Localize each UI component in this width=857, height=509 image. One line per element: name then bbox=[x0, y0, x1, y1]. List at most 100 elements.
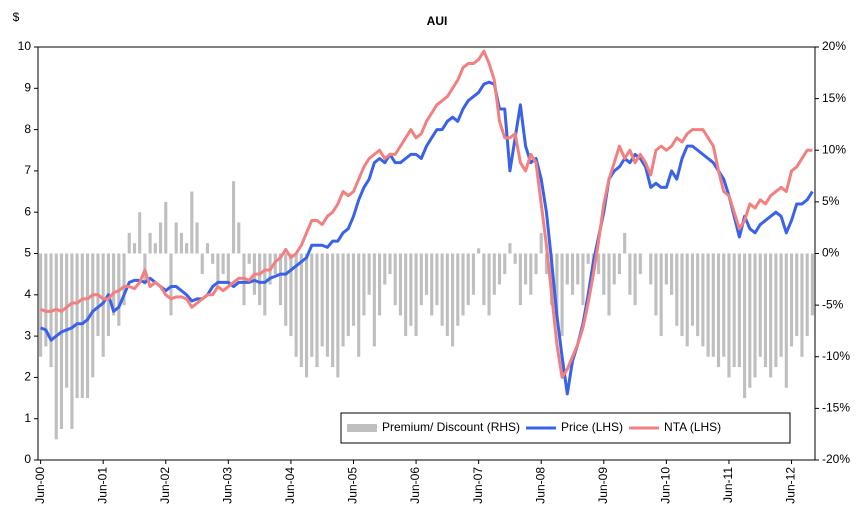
x-tick-label: Jun-05 bbox=[346, 467, 360, 504]
bar bbox=[383, 253, 387, 285]
y2-tick-label: 0% bbox=[822, 246, 840, 260]
x-tick-label: Jun-00 bbox=[33, 467, 47, 504]
bar bbox=[424, 253, 429, 295]
x-tick-label: Jun-04 bbox=[283, 467, 297, 504]
bar bbox=[570, 253, 575, 295]
bar bbox=[784, 253, 788, 388]
bar bbox=[351, 253, 356, 326]
bar bbox=[80, 253, 84, 399]
bar bbox=[789, 253, 794, 347]
bar bbox=[226, 253, 230, 285]
y2-tick-label: -5% bbox=[822, 297, 844, 311]
x-tick-label: Jun-06 bbox=[408, 467, 422, 504]
x-tick-label: Jun-01 bbox=[95, 467, 109, 504]
y2-tick-label: 15% bbox=[822, 91, 846, 105]
bar bbox=[221, 253, 225, 275]
x-tick-label: Jun-10 bbox=[659, 467, 673, 504]
legend: Premium/ Discount (RHS) Price (LHS) NTA (L… bbox=[340, 412, 791, 444]
bar bbox=[325, 253, 329, 357]
bar bbox=[586, 253, 590, 264]
bar bbox=[810, 253, 814, 316]
y2-tick-label: -10% bbox=[822, 349, 850, 363]
legend-label: Premium/ Discount (RHS) bbox=[382, 420, 520, 434]
bar bbox=[690, 253, 695, 326]
bar bbox=[607, 253, 611, 316]
y-tick-label: 7 bbox=[24, 163, 31, 177]
bar bbox=[534, 253, 538, 275]
bar bbox=[299, 253, 303, 368]
y-tick-label: 6 bbox=[24, 204, 31, 218]
bar bbox=[419, 253, 423, 306]
bar bbox=[774, 253, 778, 368]
bar bbox=[179, 232, 183, 254]
bar bbox=[508, 243, 512, 254]
bar bbox=[294, 253, 298, 357]
bar bbox=[65, 253, 69, 388]
bar bbox=[132, 243, 137, 254]
bar bbox=[617, 253, 622, 275]
bar bbox=[628, 253, 632, 295]
bar bbox=[200, 253, 204, 275]
bar bbox=[675, 253, 679, 326]
line-series bbox=[40, 80, 814, 396]
bar bbox=[430, 253, 434, 316]
chart-title: AUI bbox=[427, 14, 448, 28]
bar bbox=[153, 243, 157, 254]
bar bbox=[539, 232, 543, 254]
x-tick-label: Jun-09 bbox=[596, 467, 610, 504]
bar bbox=[59, 253, 64, 430]
bar bbox=[795, 253, 799, 337]
bar bbox=[289, 253, 293, 337]
bar bbox=[649, 253, 653, 285]
bar bbox=[101, 253, 105, 357]
bar bbox=[54, 253, 58, 440]
bar bbox=[185, 243, 189, 254]
bar bbox=[346, 253, 350, 337]
y-tick-label: 0 bbox=[24, 452, 31, 466]
bar bbox=[362, 253, 366, 316]
bar bbox=[456, 253, 460, 326]
bar bbox=[722, 253, 726, 357]
bar bbox=[565, 253, 569, 285]
bar bbox=[445, 253, 449, 337]
legend-label: Price (LHS) bbox=[561, 420, 623, 434]
bar bbox=[753, 253, 757, 378]
bar bbox=[336, 253, 340, 378]
bar bbox=[39, 253, 43, 357]
bar bbox=[357, 253, 361, 357]
bar bbox=[372, 253, 376, 347]
bar bbox=[174, 222, 178, 254]
legend-swatch bbox=[347, 424, 377, 432]
lines bbox=[40, 49, 814, 396]
bar bbox=[85, 253, 90, 399]
bar bbox=[211, 253, 215, 264]
bar bbox=[680, 253, 684, 337]
legend-label: NTA (LHS) bbox=[664, 420, 721, 434]
bar bbox=[769, 253, 773, 378]
y-tick-label: 3 bbox=[24, 328, 31, 342]
bar bbox=[758, 253, 762, 357]
bar bbox=[435, 253, 439, 306]
bar bbox=[310, 253, 314, 357]
bar bbox=[127, 232, 131, 254]
bar bbox=[701, 253, 705, 347]
y-tick-label: 4 bbox=[24, 287, 31, 301]
bar bbox=[409, 253, 413, 326]
bar bbox=[414, 253, 418, 337]
bar bbox=[487, 253, 491, 316]
bar bbox=[544, 253, 549, 275]
bar bbox=[670, 253, 674, 295]
bar bbox=[216, 253, 220, 285]
bar bbox=[341, 253, 345, 347]
bar bbox=[576, 253, 580, 285]
bar bbox=[195, 222, 199, 254]
bar bbox=[638, 253, 642, 275]
bars bbox=[39, 181, 814, 440]
x-tick-label: Jun-03 bbox=[221, 467, 235, 504]
bar bbox=[44, 253, 48, 347]
bar bbox=[112, 253, 116, 316]
y-tick-label: 5 bbox=[24, 246, 31, 260]
bar bbox=[482, 253, 486, 306]
bar bbox=[440, 253, 444, 326]
